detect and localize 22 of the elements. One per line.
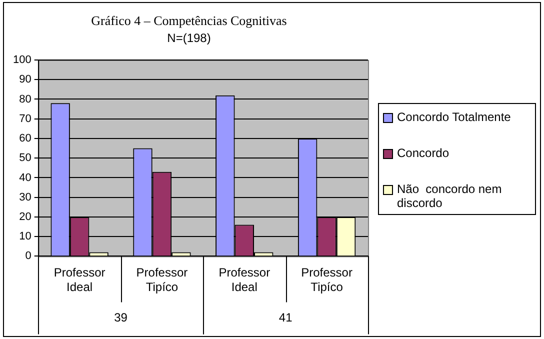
x-tick-label: Professor Tipíco [136, 266, 188, 294]
y-tick-label: 70 [19, 112, 32, 125]
y-tick-label: 30 [19, 191, 32, 204]
y-tick-label: 50 [19, 152, 32, 164]
y-tick-label: 40 [19, 172, 32, 184]
y-tick-label: 60 [19, 132, 32, 145]
y-tick-label: 80 [19, 93, 32, 106]
text: 41 [278, 310, 293, 325]
y-tick-label: 10 [19, 230, 32, 243]
x-tick-label: Professor Ideal [54, 266, 106, 294]
legend-label: Não concordo nem discordo [397, 182, 503, 210]
chart-subtitle: N=(198) [167, 31, 211, 46]
legend-label: Concordo [397, 146, 450, 160]
text: 39 [114, 310, 128, 325]
y-tick-label: 90 [19, 74, 32, 86]
legend-label: Concordo Totalmente [397, 110, 511, 124]
y-tick-label: 100 [12, 54, 32, 66]
x-tick-label: Professor Tipíco [301, 266, 352, 294]
y-tick-label: 0 [25, 250, 32, 262]
x-tick-label: Professor Ideal [218, 266, 270, 294]
y-tick-label: 20 [19, 210, 32, 223]
chart-title: Gráfico 4 – Competências Cognitivas [91, 13, 287, 28]
